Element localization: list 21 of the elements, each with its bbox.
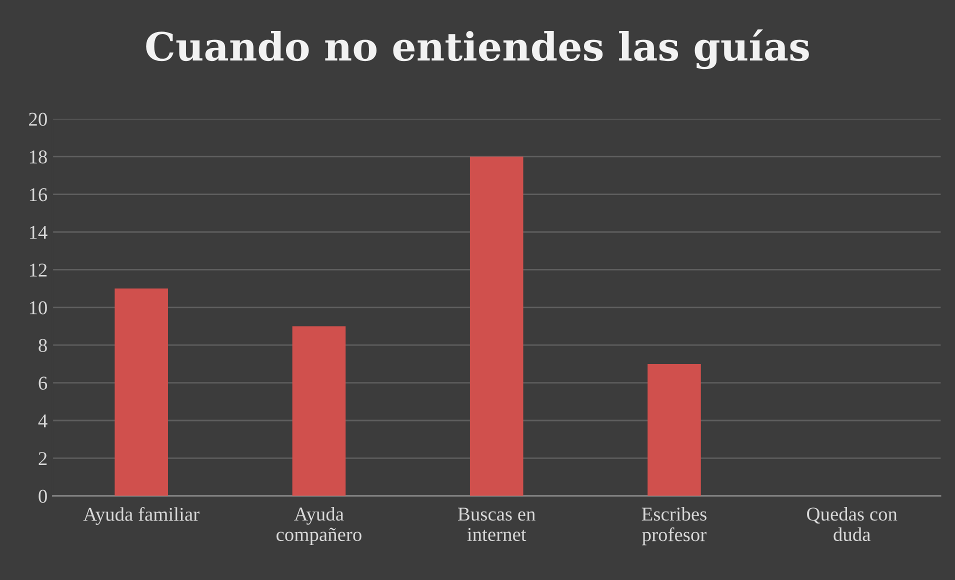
x-tick-label: Ayuda familiar [83,507,200,525]
y-tick-label: 20 [29,112,47,126]
x-tick-label: Ayuda compañero [276,507,362,546]
y-tick-label: 14 [30,226,48,239]
x-tick-label: Quedas con duda [807,507,898,542]
y-tick-label: 18 [30,150,47,164]
bar [470,156,524,496]
chart-title: Cuando no entiendes las guías [146,29,809,70]
y-tick-label: 12 [30,264,47,276]
y-tick-label: 2 [38,452,47,465]
x-tick-label: Escribes profesor [642,507,706,546]
y-tick-label: 0 [38,490,47,503]
bar [648,364,701,496]
y-tick-label: 10 [30,301,47,314]
y-tick-label: 4 [38,414,48,428]
bar [292,326,346,496]
y-tick-label: 8 [38,338,47,352]
y-tick-label: 6 [38,376,48,390]
x-tick-label: Buscas en internet [458,508,536,542]
y-tick-label: 16 [30,188,48,202]
bar [114,288,168,496]
